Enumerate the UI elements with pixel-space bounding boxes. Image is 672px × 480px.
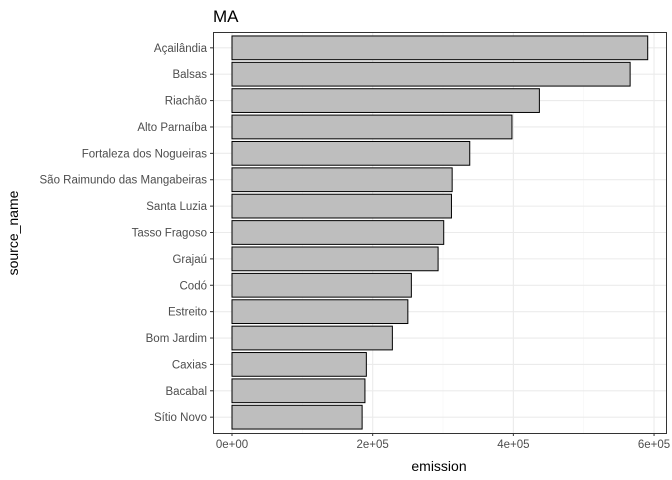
- x-tick-label: 2e+05: [357, 439, 389, 451]
- x-axis-title: emission: [411, 458, 466, 474]
- x-axis-ticks: 0e+00 2e+05 4e+05 6e+05: [216, 433, 670, 451]
- panel-border: [213, 32, 667, 434]
- bars: [231, 35, 649, 430]
- bar-6: [231, 193, 452, 219]
- y-tick-label: Sítio Novo: [154, 412, 207, 424]
- y-tick-label: Balsas: [172, 69, 207, 81]
- y-tick-label: Estreito: [168, 307, 207, 319]
- chart-title: MA: [213, 7, 239, 26]
- bar-9: [231, 272, 412, 298]
- y-tick-label: São Raimundo das Mangabeiras: [40, 175, 208, 187]
- y-tick-label: Alto Parnaíba: [137, 122, 207, 134]
- y-tick-label: Bom Jardim: [146, 333, 207, 345]
- bar-0: [231, 35, 649, 61]
- bar-7: [231, 220, 445, 245]
- y-tick-label: Açailândia: [154, 43, 208, 55]
- bar-3: [231, 114, 513, 140]
- bar-14: [231, 404, 363, 430]
- y-tick-label: Grajaú: [172, 254, 207, 266]
- bar-10: [231, 299, 409, 325]
- y-tick-label: Bacabal: [165, 386, 207, 398]
- bar-11: [231, 325, 393, 351]
- bar-1: [231, 61, 631, 87]
- bar-8: [231, 246, 439, 272]
- bar-13: [231, 378, 366, 404]
- y-tick-label: Santa Luzia: [146, 201, 207, 213]
- y-tick-label: Caxias: [172, 359, 207, 371]
- y-tick-label: Codó: [180, 280, 208, 292]
- y-axis-title: source_name: [5, 190, 21, 275]
- x-tick-label: 0e+00: [216, 439, 248, 451]
- bar-4: [231, 140, 471, 166]
- bar-5: [231, 167, 453, 193]
- bar-2: [231, 88, 540, 113]
- bar-12: [231, 352, 367, 377]
- y-tick-label: Tasso Fragoso: [132, 228, 207, 240]
- x-tick-label: 4e+05: [497, 439, 529, 451]
- y-tick-label: Riachão: [165, 96, 207, 108]
- x-tick-label: 6e+05: [638, 439, 670, 451]
- y-tick-label: Fortaleza dos Nogueiras: [82, 148, 208, 160]
- y-axis-ticks: Açailândia Balsas Riachão Alto Parnaíba Fort…: [40, 43, 213, 424]
